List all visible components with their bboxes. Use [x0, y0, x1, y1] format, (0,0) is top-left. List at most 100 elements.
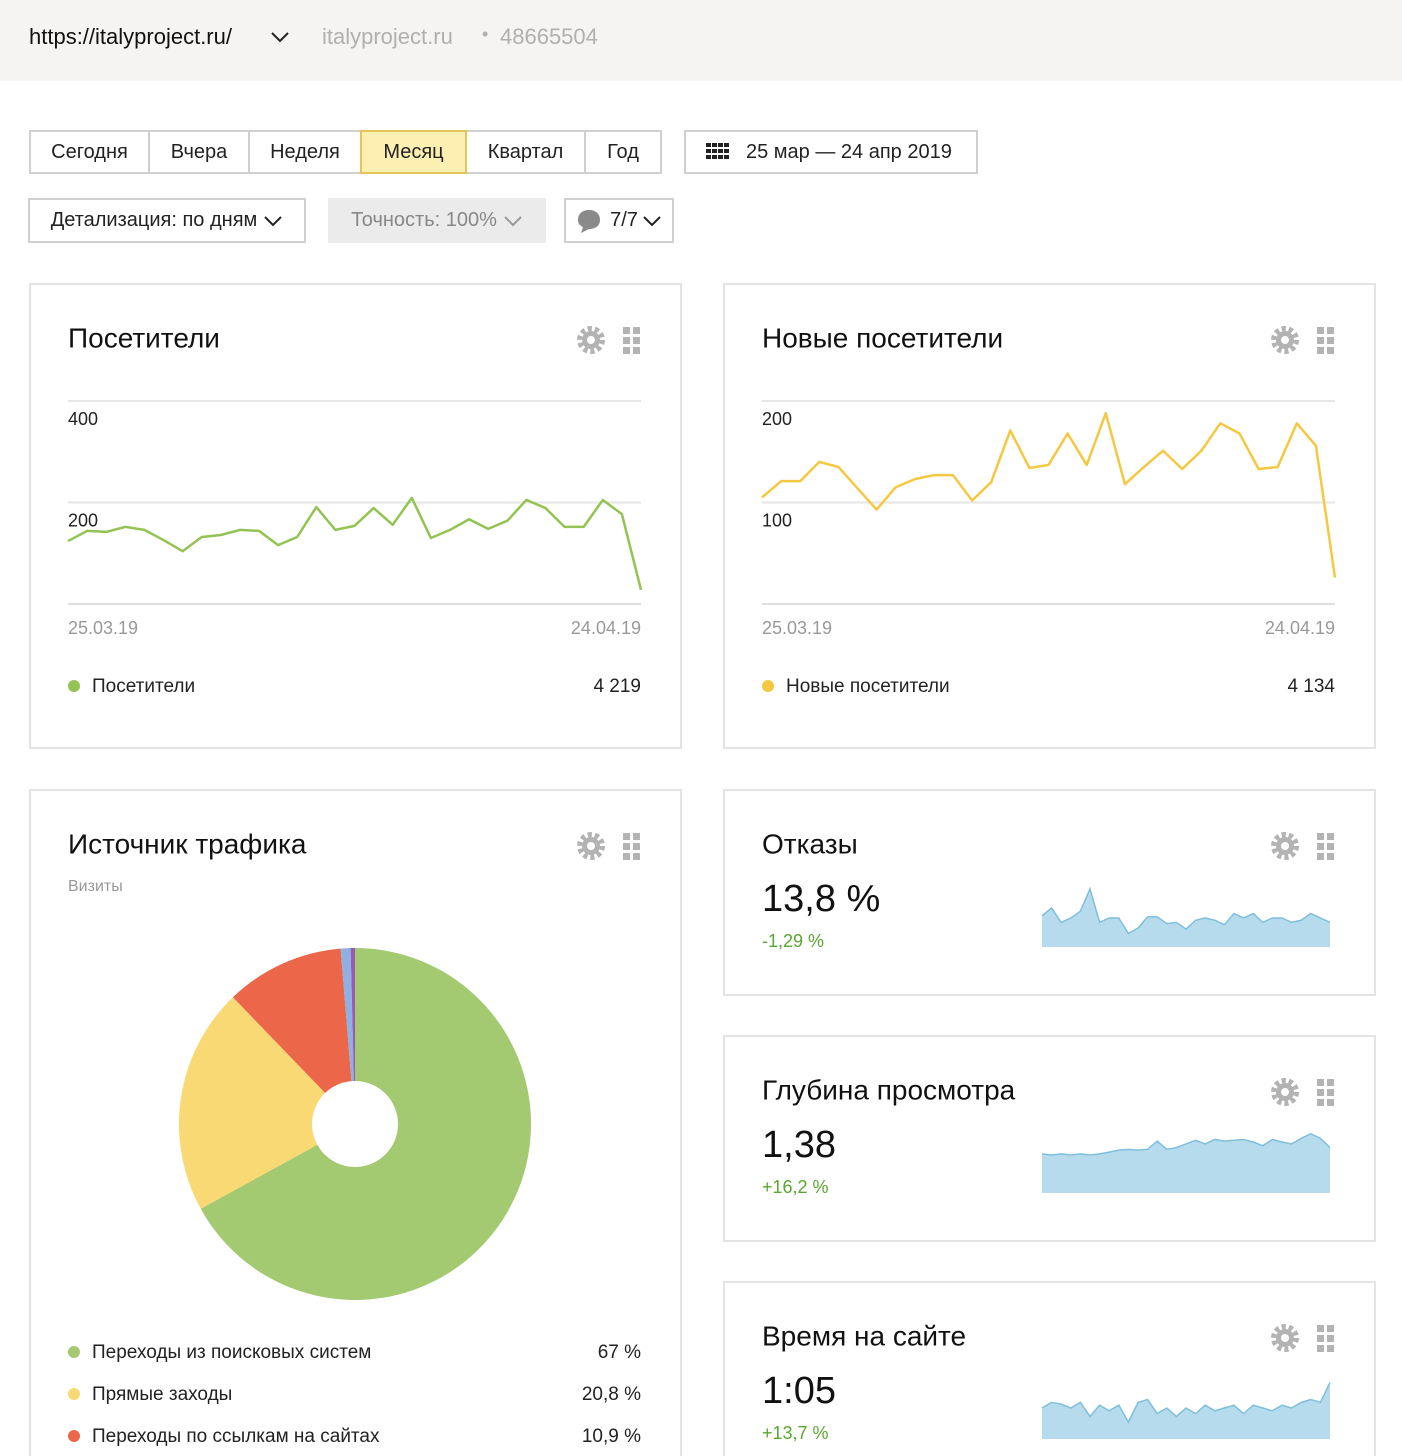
drag-dot	[1317, 327, 1324, 334]
gear-hole	[1281, 842, 1289, 850]
drag-dot	[633, 843, 640, 850]
drag-dot	[1317, 1345, 1324, 1352]
gear-ring	[1271, 1324, 1299, 1352]
drag-dot	[633, 337, 640, 344]
drag-dot	[1317, 853, 1324, 860]
legend-label: Переходы из поисковых систем	[92, 1342, 371, 1363]
drag-dot	[623, 843, 630, 850]
widget-canvas: Глубина просмотра 1,38 +16,2 %	[762, 1074, 1334, 1197]
widget: Новые посетители 100 200 25.03.19 24.04.19 Но…	[723, 283, 1376, 749]
metric-change: +13,7 %	[762, 1423, 829, 1443]
chevron	[264, 215, 282, 226]
drag-dot	[633, 327, 640, 334]
site-url[interactable]: https://italyproject.ru/	[29, 24, 232, 49]
gear-hole	[587, 336, 595, 344]
y-tick-label: 200	[762, 409, 792, 429]
y-tick-label: 100	[762, 510, 792, 530]
drag-dot	[1327, 843, 1334, 850]
drag-icon	[623, 833, 640, 860]
counter-id: 48665504	[500, 24, 598, 49]
drag-dot	[1327, 1089, 1334, 1096]
widget-canvas: Посетители 200 400 25.03.19 24.04.19 Посетите…	[67, 322, 643, 697]
drag-dot	[633, 347, 640, 354]
drag-dot	[623, 327, 630, 334]
settings-icon	[1271, 326, 1299, 354]
drag-dot	[623, 853, 630, 860]
widget-canvas: Время на сайте 1:05 +13,7 %	[762, 1320, 1334, 1443]
drag-dot	[1327, 347, 1334, 354]
widget: Глубина просмотра 1,38 +16,2 %	[723, 1035, 1376, 1242]
metric-change: -1,29 %	[762, 931, 824, 951]
x-tick-label: 25.03.19	[762, 618, 832, 638]
legend-label: Прямые заходы	[92, 1384, 232, 1405]
sparkline-area	[1042, 888, 1330, 947]
settings-icon	[1271, 832, 1299, 860]
drag-dot	[1327, 1335, 1334, 1342]
sparkline-line	[1041, 1382, 1331, 1424]
drag-dot	[623, 833, 630, 840]
segments-label: 7/7	[610, 209, 638, 231]
chevron	[643, 215, 661, 226]
settings-icon	[577, 832, 605, 860]
x-tick-label: 25.03.19	[68, 618, 138, 638]
legend-total: 4 134	[1287, 676, 1335, 697]
drag-dot	[1317, 843, 1324, 850]
date-range-button[interactable]: 25 мар — 24 апр 2019	[684, 130, 978, 174]
legend-dot	[68, 1388, 80, 1400]
y-tick-label: 400	[68, 409, 98, 429]
pie-slice	[350, 948, 355, 1082]
legend-value: 10,9 %	[582, 1426, 641, 1447]
period-button[interactable]: Месяц	[360, 130, 467, 174]
widget: Время на сайте 1:05 +13,7 %	[723, 1281, 1376, 1456]
period-button[interactable]: Сегодня	[29, 130, 150, 174]
pie-slice	[232, 948, 352, 1094]
drag-icon	[1317, 1079, 1334, 1106]
gear-hole	[1281, 1334, 1289, 1342]
x-tick-label: 24.04.19	[1265, 618, 1335, 638]
widget: Источник трафика Визиты Переходы из поиско…	[29, 789, 682, 1456]
drag-dot	[1327, 833, 1334, 840]
metric-value: 1,38	[762, 1124, 836, 1166]
chevron	[504, 215, 522, 226]
metric-value: 1:05	[762, 1370, 836, 1412]
period-button[interactable]: Неделя	[248, 130, 362, 174]
gear-ring	[1271, 832, 1299, 860]
detail-button[interactable]: Детализация: по дням	[28, 198, 306, 243]
drag-dot	[1317, 1099, 1324, 1106]
legend-label: Посетители	[92, 676, 195, 697]
period-button[interactable]: Год	[584, 130, 662, 174]
legend-total: 4 219	[593, 676, 641, 697]
period-button[interactable]: Квартал	[465, 130, 586, 174]
legend-value: 67 %	[598, 1342, 641, 1363]
gear-hole	[587, 842, 595, 850]
drag-dot	[1317, 1079, 1324, 1086]
legend-dot	[762, 680, 774, 692]
drag-dot	[1317, 833, 1324, 840]
accuracy-button[interactable]: Точность: 100%	[328, 198, 546, 243]
chevron[interactable]	[270, 30, 290, 44]
pie-slice	[340, 948, 354, 1082]
drag-dot	[1317, 347, 1324, 354]
period-button[interactable]: Вчера	[148, 130, 250, 174]
drag-dot	[1327, 327, 1334, 334]
drag-icon	[1317, 833, 1334, 860]
drag-dot	[1327, 1345, 1334, 1352]
legend-label: Переходы по ссылкам на сайтах	[92, 1426, 380, 1447]
comment-icon	[578, 209, 601, 233]
widget-title: Глубина просмотра	[762, 1074, 1016, 1105]
widget: Посетители 200 400 25.03.19 24.04.19 Посетите…	[29, 283, 682, 749]
drag-dot	[1327, 1099, 1334, 1106]
drag-dot	[623, 337, 630, 344]
pie-slice	[200, 948, 531, 1300]
line	[67, 496, 643, 591]
drag-icon	[1317, 1325, 1334, 1352]
metric-value: 13,8 %	[762, 878, 880, 920]
widget-title: Источник трафика	[68, 828, 307, 859]
gear-ring	[577, 326, 605, 354]
x-tick-label: 24.04.19	[571, 618, 641, 638]
segments-button[interactable]: 7/7	[564, 198, 674, 243]
drag-dot	[1317, 1335, 1324, 1342]
detail-label: Детализация: по дням	[50, 209, 258, 231]
drag-dot	[1327, 853, 1334, 860]
settings-icon	[1271, 1078, 1299, 1106]
